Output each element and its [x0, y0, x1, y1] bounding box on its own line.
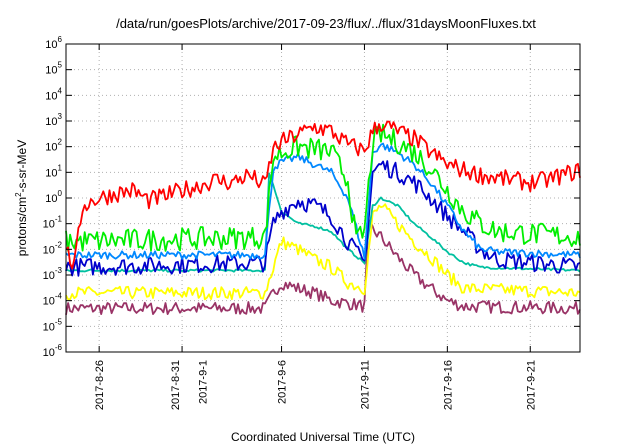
y-tick-label: 102 — [45, 138, 62, 154]
x-tick-label: 2017-8-26 — [94, 360, 106, 410]
y-tick-label: 100 — [45, 189, 62, 205]
x-tick-label: 2017-9-11 — [359, 360, 371, 409]
chart-title: /data/run/goesPlots/archive/2017-09-23/f… — [116, 16, 536, 31]
y-axis: 10-6 10-5 10-4 10-3 10-2 10-1 100 101 102 103 104 1… — [43, 35, 580, 359]
series-line — [65, 218, 581, 315]
series-line — [65, 120, 581, 270]
x-tick-label: 2017-8-31 — [170, 360, 182, 410]
y-axis-label: protons/cm2-s-sr-MeV — [14, 140, 29, 256]
series-line — [65, 142, 581, 260]
grid — [66, 44, 580, 352]
series-line — [65, 172, 581, 273]
y-tick-label: 10-2 — [43, 240, 63, 256]
y-tick-label: 10-4 — [43, 292, 63, 308]
y-tick-label: 10-6 — [43, 343, 63, 359]
y-tick-label: 10-5 — [43, 317, 63, 333]
y-tick-label: 104 — [45, 86, 62, 102]
series-line — [65, 203, 581, 301]
x-tick-label: 2017-9-1 — [198, 360, 210, 404]
y-tick-label: 101 — [45, 163, 62, 179]
y-tick-label: 10-3 — [43, 266, 63, 282]
series-group — [65, 120, 581, 315]
series-line — [65, 123, 581, 252]
x-tick-label: 2017-9-16 — [442, 360, 454, 410]
series-line — [65, 160, 581, 277]
x-axis-label: Coordinated Universal Time (UTC) — [231, 430, 415, 444]
x-tick-label: 2017-9-21 — [525, 360, 537, 410]
y-tick-label: 103 — [45, 112, 62, 128]
x-axis: 2017-8-26 2017-8-31 2017-9-1 2017-9-6 2017-9… — [94, 44, 537, 410]
x-tick-label: 2017-9-6 — [277, 360, 289, 404]
y-tick-label: 106 — [45, 35, 62, 51]
y-tick-label: 105 — [45, 61, 62, 77]
y-tick-label: 10-1 — [43, 215, 63, 231]
